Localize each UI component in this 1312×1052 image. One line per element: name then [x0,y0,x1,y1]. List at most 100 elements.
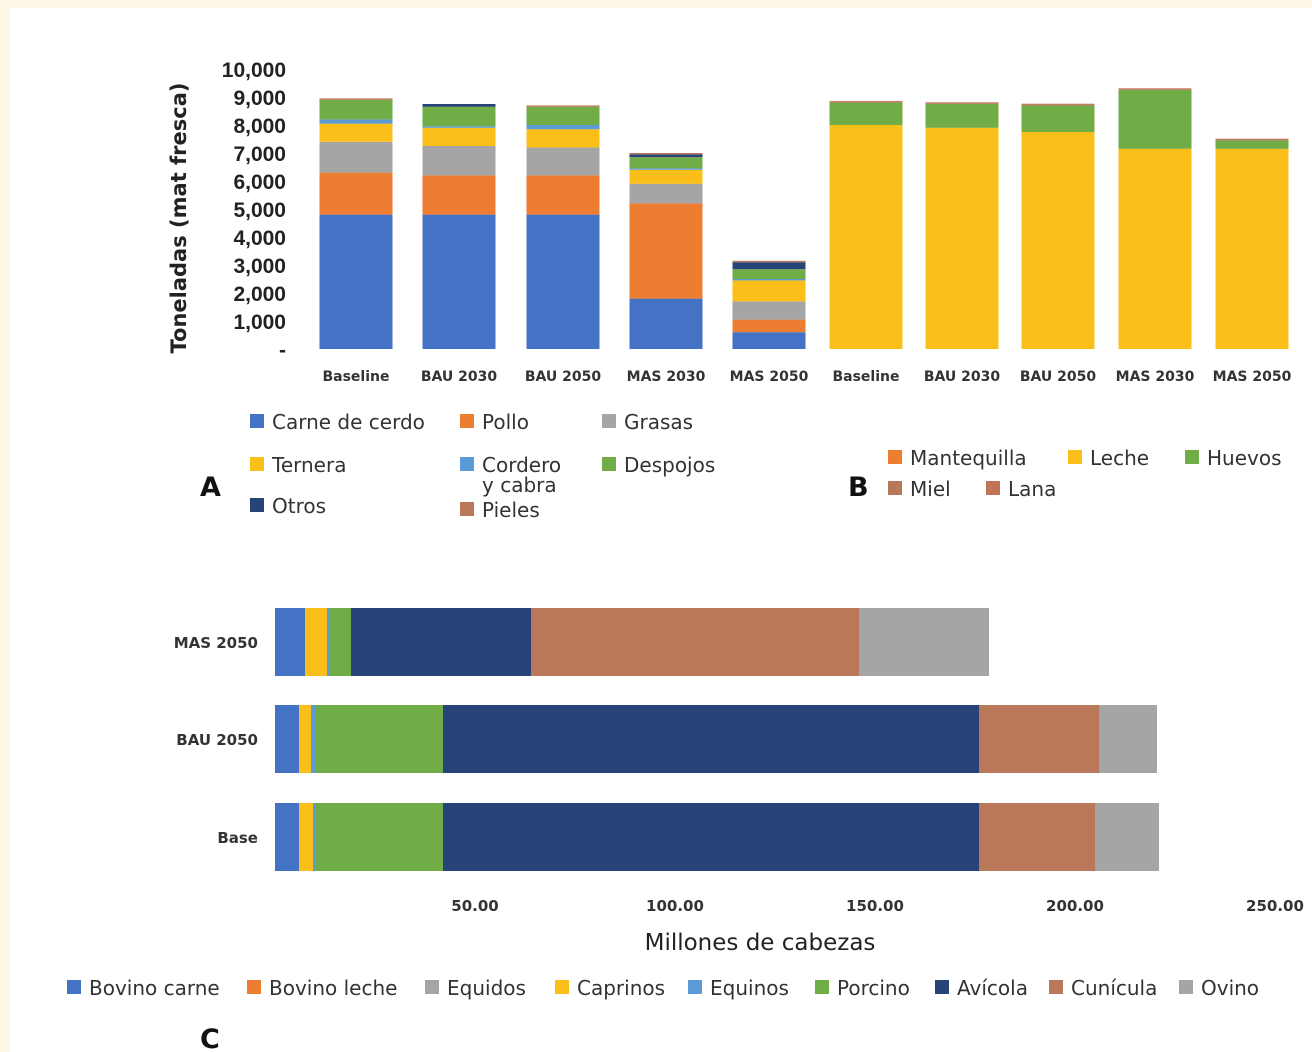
panel-a-bar-bau-2050-grasas [526,147,600,176]
panel-b-legend-label: Leche [1090,446,1149,470]
panel-a-category-label: BAU 2050 [525,369,602,385]
panel-c-category-label: BAU 2050 [176,731,258,749]
panel-a-bar-mas-2050-despojos [732,269,806,279]
panel-b-bar-bau-2030-miel [925,103,999,104]
panel-a-category-label: MAS 2030 [627,369,706,385]
panel-b-bar-mas-2050-lana [1215,138,1289,140]
panel-b-bar-mas-2030-lana [1118,88,1192,90]
panel-a-bar-mas-2050-otros [732,262,806,270]
y-tick-label: 8,000 [233,115,286,138]
panel-b-bar-bau-2030-huevos [925,104,999,128]
panel-c-legend: Bovino carne Bovino leche Equidos Caprinos E… [67,976,1259,1000]
y-tick-label: 1,000 [233,311,286,334]
panel-c-legend-swatch-caprinos [555,980,569,994]
panel-c-bar-bau-2050-porcino [315,705,443,773]
panel-c-legend-swatch-porcino [815,980,829,994]
panel-b-legend-label: Miel [910,477,951,501]
panel-c-bar-bau-2050-ovino [1099,705,1157,773]
panel-b-bar-baseline-miel [829,101,903,103]
panel-c-legend-label: Bovino leche [269,976,397,1000]
panel-c-legend-label: Ovino [1201,976,1259,1000]
panel-a-bar-bau-2050-carne-de-cerdo [526,214,600,349]
panel-a-bar-bau-2030-ternera [422,127,496,146]
panel-b-legend-swatch-mantequilla [888,450,902,464]
panel-a-legend-label: Cordero [482,453,561,477]
panel-c-bar-bau-2050-cunicula [979,705,1099,773]
panel-b-category-label: BAU 2030 [924,369,1001,385]
panel-a-bar-bau-2030-pollo [422,175,496,215]
panel-a-bar-mas-2050-pieles [732,260,806,263]
panel-c-legend-swatch-ovino [1179,980,1193,994]
panel-b-legend: Mantequilla Leche Huevos Miel Lana [888,446,1282,501]
panel-b-category-label: MAS 2030 [1116,369,1195,385]
panel-c-bar-bau-2050-caprinos [299,705,311,773]
panel-b-legend-swatch-leche [1068,450,1082,464]
panel-a-bar-baseline-pieles [319,98,393,100]
panel-b-bar-mas-2050-miel [1215,139,1289,141]
panel-b-bar-bau-2050-lana [1021,103,1095,105]
panel-c-bar-mas-2050-avicola [351,608,531,676]
panel-c-bar-bau-2050-bovino-carne [275,705,299,773]
panel-b-bar-bau-2030-lana [925,102,999,104]
panel-b-bar-bau-2050-huevos [1021,105,1095,132]
panel-c-legend-label: Avícola [957,976,1028,1000]
panel-c-bar-mas-2050-cunicula [531,608,859,676]
panel-a-bar-bau-2050-despojos [526,106,600,125]
panel-c-bar-base-porcino [315,803,443,871]
panel-b-bar-baseline-lana [829,100,903,102]
panel-a-legend: Carne de cerdo Pollo Grasas Ternera Corderoy… [250,410,715,522]
panel-a-y-axis-label: Toneladas (mat fresca) [167,83,191,354]
panel-a-bar-mas-2050-ternera [732,280,806,302]
panel-c-bar-mas-2050-caprinos [305,608,327,676]
panel-a-bar-bau-2050-pollo [526,175,600,215]
panel-a-bar-baseline-ternera [319,123,393,142]
panel-c-category-label: Base [217,829,258,847]
panel-c-legend-label: Equinos [710,976,789,1000]
panel-a-bar-mas-2030-ternera [629,169,703,184]
panel-a-legend-label: Pieles [482,498,540,522]
x-tick-label: 50.00 [451,897,498,915]
panel-a-bar-mas-2030-pieles [629,153,703,155]
panel-a-letter: A [200,472,221,503]
panel-b-bar-baseline-leche [829,125,903,349]
panel-a-bar-mas-2030-otros [629,154,703,158]
panel-c-legend-label: Equidos [447,976,526,1000]
panel-b-category-label: Baseline [832,369,899,385]
y-tick-label: 4,000 [233,227,286,250]
x-tick-label: 200.00 [1046,897,1104,915]
panel-c-legend-label: Cunícula [1071,976,1157,1000]
panel-b-bar-bau-2050-miel [1021,104,1095,106]
panel-c-legend-label: Bovino carne [89,976,220,1000]
panel-a-bar-bau-2050-pieles [526,105,600,107]
panel-a-bar-bau-2030-otros [422,104,496,107]
panel-c-bar-mas-2050-bovino-carne [275,608,305,676]
panel-a-chart: - 1,000 2,000 3,000 4,000 5,000 6,000 7,000 8,00… [222,59,809,385]
x-tick-label: 250.00 [1246,897,1304,915]
y-tick-label: 9,000 [233,87,286,110]
panel-a-bar-mas-2050-carne-de-cerdo [732,332,806,349]
panel-c-bar-base-avicola [443,803,979,871]
panel-a-bar-baseline-despojos [319,99,393,120]
y-tick-label: 6,000 [233,171,286,194]
panel-c-bar-mas-2050-porcino [329,608,351,676]
panel-a-legend-swatch-despojos [602,457,616,471]
panel-c-bar-base-cunicula [979,803,1095,871]
panel-c-chart: MAS 2050 BAU 2050 Base 50.00 100.00 150.00 200… [174,608,1304,915]
y-tick-label: 10,000 [222,59,286,82]
panel-c-legend-swatch-cunicula [1049,980,1063,994]
panel-a-bar-bau-2050-cordero-y-cabra [526,125,600,130]
panel-b-bar-bau-2050-leche [1021,132,1095,349]
panel-a-legend-label: Grasas [624,410,693,434]
figure-canvas: - 1,000 2,000 3,000 4,000 5,000 6,000 7,000 8,00… [10,8,1312,1052]
panel-a-legend-label: y cabra [482,473,557,497]
panel-b-bar-baseline-huevos [829,102,903,125]
panel-a-bar-mas-2030-carne-de-cerdo [629,298,703,349]
panel-b-bar-mas-2050-leche [1215,148,1289,349]
panel-a-legend-swatch-pieles [460,502,474,516]
panel-b-bar-mas-2030-miel [1118,89,1192,90]
panel-b-chart: Baseline BAU 2030 BAU 2050 MAS 2030 MAS 2050 [829,88,1292,385]
panel-c-legend-label: Porcino [837,976,910,1000]
panel-c-legend-swatch-bovino-carne [67,980,81,994]
panel-c-legend-swatch-avicola [935,980,949,994]
panel-c-legend-swatch-equinos [688,980,702,994]
